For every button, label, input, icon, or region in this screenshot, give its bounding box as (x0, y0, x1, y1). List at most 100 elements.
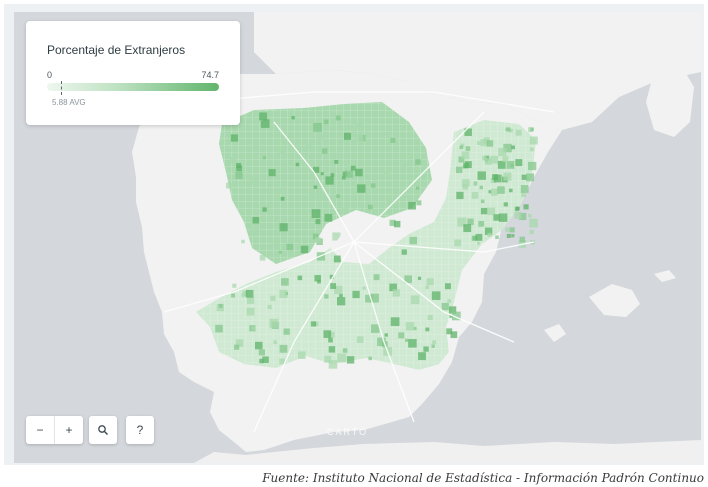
municipality-cell (446, 328, 453, 335)
municipality-cell (312, 233, 319, 240)
municipality-cell (529, 218, 538, 228)
municipality-cell (313, 122, 323, 132)
map-canvas[interactable] (14, 12, 701, 463)
municipality-cell (274, 187, 281, 195)
municipality-cell (345, 170, 353, 178)
municipality-cell (317, 134, 324, 141)
municipality-cell (413, 326, 417, 331)
zoom-divider (54, 416, 55, 444)
municipality-cell (247, 296, 255, 304)
municipality-cell (362, 286, 366, 290)
municipality-cell (506, 127, 511, 132)
municipality-cell (371, 324, 380, 333)
municipality-cell (350, 165, 356, 171)
municipality-cell (462, 184, 468, 190)
municipality-cell (530, 127, 534, 132)
municipality-cell (384, 333, 388, 337)
carto-attribution[interactable]: CARTO (327, 427, 369, 437)
municipality-cell (269, 318, 279, 328)
mallorca-land (589, 284, 640, 317)
municipality-cell (371, 183, 376, 188)
municipality-cell (356, 123, 363, 130)
municipality-cell (521, 174, 527, 180)
municipality-cell (416, 200, 422, 206)
municipality-cell (377, 337, 386, 347)
municipality-cell (235, 339, 244, 347)
municipality-cell (236, 165, 243, 172)
municipality-cell (249, 176, 259, 186)
municipality-cell (506, 161, 515, 169)
municipality-cell (278, 146, 286, 154)
municipality-cell (245, 289, 254, 298)
municipality-cell (330, 173, 335, 177)
municipality-cell (490, 188, 498, 196)
municipality-cell (323, 330, 332, 338)
municipality-cell (330, 283, 337, 289)
municipality-cell (405, 322, 415, 331)
municipality-cell (401, 249, 407, 255)
municipality-cell (356, 134, 364, 142)
municipality-cell (325, 176, 334, 185)
municipality-cell (341, 175, 346, 180)
municipality-cell (511, 234, 515, 238)
municipality-cell (477, 171, 486, 180)
source-caption: Fuente: Instituto Nacional de Estadístic… (262, 471, 704, 485)
municipality-cell (484, 227, 493, 235)
municipality-cell (515, 159, 523, 167)
municipality-cell (334, 159, 339, 164)
municipality-cell (242, 290, 248, 296)
municipality-cell (467, 218, 474, 225)
legend-max-value: 74.7 (201, 70, 219, 80)
municipality-cell (229, 156, 237, 164)
municipality-cell (343, 132, 352, 140)
municipality-cell (314, 321, 319, 327)
municipality-cell (511, 145, 515, 150)
municipality-cell (342, 171, 348, 177)
municipality-cell (235, 171, 243, 179)
municipality-cell (279, 289, 288, 298)
map-frame: CARTO (4, 4, 704, 465)
municipality-cell (488, 190, 492, 194)
municipality-cell (316, 192, 325, 201)
municipality-cell (482, 155, 487, 161)
municipality-cell (258, 349, 265, 356)
municipality-cell (528, 213, 532, 218)
help-control: ? (126, 416, 154, 444)
municipality-cell (427, 314, 433, 321)
legend-avg-marker (60, 81, 62, 95)
zoom-out-button[interactable]: − (36, 423, 44, 437)
municipality-cell (529, 229, 534, 235)
municipality-cell (432, 340, 437, 345)
municipality-cell (463, 224, 472, 233)
zoom-in-button[interactable]: + (65, 423, 73, 437)
municipality-cell (234, 344, 240, 350)
municipality-cell (530, 147, 534, 152)
municipality-cell (389, 219, 396, 226)
municipality-cell (328, 337, 333, 343)
help-button[interactable]: ? (136, 423, 144, 437)
municipality-cell (409, 236, 418, 245)
municipality-cell (460, 143, 465, 148)
municipality-cell (334, 285, 343, 295)
municipality-cell (465, 146, 471, 151)
municipality-cell (279, 223, 288, 232)
municipality-cell (418, 352, 426, 361)
municipality-cell (279, 358, 285, 365)
municipality-cell (215, 324, 223, 333)
municipality-cell (335, 115, 341, 121)
municipality-cell (306, 144, 312, 150)
municipality-cell (252, 144, 259, 151)
municipality-cell (487, 232, 492, 237)
municipality-cell (392, 289, 400, 297)
municipality-cell (456, 191, 464, 200)
municipality-cell (355, 168, 363, 177)
municipality-cell (273, 340, 277, 345)
municipality-cell (448, 306, 457, 314)
municipality-cell (389, 283, 397, 292)
search-button[interactable] (89, 416, 117, 444)
municipality-cell (313, 185, 318, 189)
municipality-cell (484, 155, 490, 161)
municipality-cell (352, 290, 360, 299)
municipality-cell (373, 274, 380, 281)
municipality-cell (417, 276, 422, 280)
